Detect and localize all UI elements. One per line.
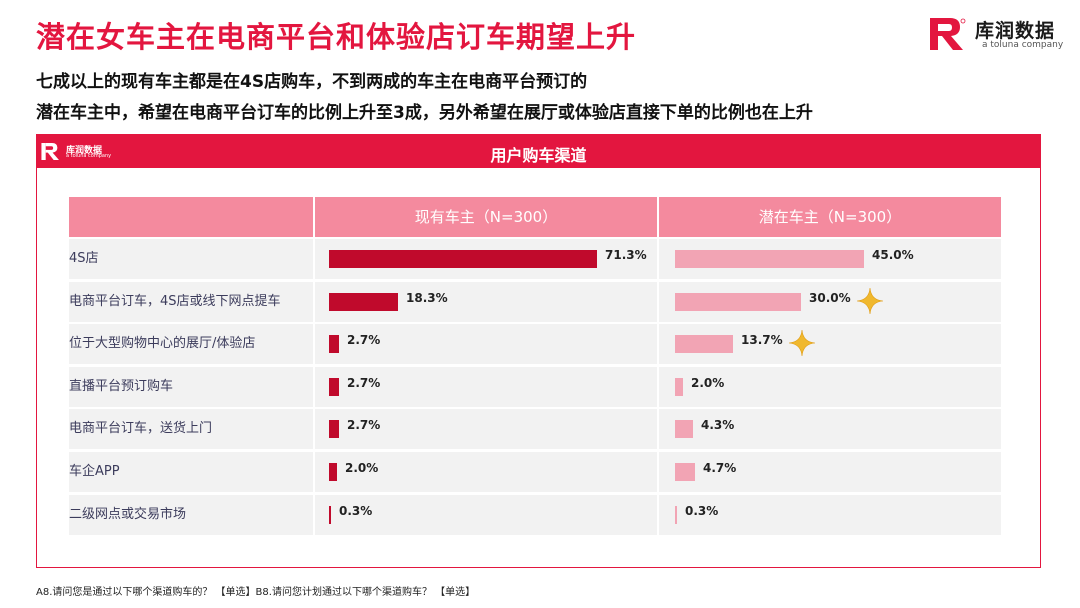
bar-current-owner — [329, 506, 331, 524]
row-background — [69, 409, 313, 449]
data-label: 0.3% — [339, 504, 373, 518]
row-background — [659, 495, 1001, 535]
row-background — [69, 239, 313, 279]
row-background — [659, 367, 1001, 407]
row-background — [659, 452, 1001, 492]
data-label: 13.7% — [741, 333, 783, 347]
data-label: 2.7% — [347, 333, 381, 347]
column-header-category — [69, 197, 313, 237]
panel-title: 用户购车渠道 — [490, 146, 587, 165]
bar-current-owner — [329, 420, 339, 438]
row-background — [315, 452, 657, 492]
panel-brand-name: 库润数据 — [66, 146, 103, 156]
bar-potential-owner — [675, 420, 693, 438]
category-label: 电商平台订车，4S店或线下网点提车 — [69, 294, 281, 309]
data-label: 2.7% — [347, 376, 381, 390]
bar-potential-owner — [675, 293, 801, 311]
data-label: 2.0% — [691, 376, 725, 390]
category-label: 4S店 — [69, 251, 99, 266]
bar-potential-owner — [675, 506, 677, 524]
bar-current-owner — [329, 378, 339, 396]
brand-logo: 库润数据 a toluna company — [930, 16, 1066, 52]
row-background — [315, 324, 657, 364]
panel-header: 库润数据 a toluna company 用户购车渠道 — [37, 135, 1040, 168]
column-header-current-owners: 现有车主（N=300） — [315, 197, 657, 237]
bar-current-owner — [329, 463, 337, 481]
data-label: 30.0% — [809, 291, 851, 305]
category-label: 电商平台订车，送货上门 — [69, 421, 213, 436]
data-label: 18.3% — [406, 291, 448, 305]
data-label: 4.7% — [703, 461, 737, 475]
data-label: 2.0% — [345, 461, 379, 475]
highlight-star-icon — [788, 329, 816, 357]
column-header-potential-owners: 潜在车主（N=300） — [659, 197, 1001, 237]
category-label: 位于大型购物中心的展厅/体验店 — [69, 336, 256, 351]
row-background — [659, 409, 1001, 449]
row-background — [69, 324, 313, 364]
subtitle-line-2: 潜在车主中，希望在电商平台订车的比例上升至3成，另外希望在展厅或体验店直接下单的… — [36, 103, 813, 123]
subtitle-line-1: 七成以上的现有车主都是在4S店购车，不到两成的车主在电商平台预订的 — [36, 72, 588, 92]
highlight-star-icon — [856, 287, 884, 315]
category-label: 直播平台预订购车 — [69, 379, 174, 394]
category-label: 车企APP — [69, 464, 120, 479]
data-label: 0.3% — [685, 504, 719, 518]
bar-current-owner — [329, 293, 398, 311]
row-background — [69, 452, 313, 492]
data-label: 45.0% — [872, 248, 914, 262]
brand-tagline: a toluna company — [982, 40, 1064, 50]
row-background — [69, 282, 313, 322]
bar-potential-owner — [675, 250, 864, 268]
bar-current-owner — [329, 250, 597, 268]
panel-brand-mark-icon — [41, 143, 59, 160]
data-label: 2.7% — [347, 418, 381, 432]
row-background — [69, 495, 313, 535]
panel-brand-tagline: a toluna company — [66, 153, 112, 159]
panel-brand-logo: 库润数据 a toluna company — [41, 143, 131, 161]
bar-potential-owner — [675, 378, 683, 396]
row-background — [315, 367, 657, 407]
brand-name: 库润数据 — [975, 20, 1056, 42]
footnote: A8.请问您是通过以下哪个渠道购车的？ 【单选】B8.请问您计划通过以下哪个渠道… — [36, 587, 476, 598]
row-background — [69, 367, 313, 407]
row-background — [315, 409, 657, 449]
bar-potential-owner — [675, 335, 733, 353]
brand-mark-icon — [930, 18, 966, 50]
data-label: 4.3% — [701, 418, 735, 432]
row-background — [315, 495, 657, 535]
bar-potential-owner — [675, 463, 695, 481]
page-title: 潜在女车主在电商平台和体验店订车期望上升 — [36, 20, 637, 54]
data-label: 71.3% — [605, 248, 647, 262]
category-label: 二级网点或交易市场 — [69, 507, 187, 522]
bar-current-owner — [329, 335, 339, 353]
